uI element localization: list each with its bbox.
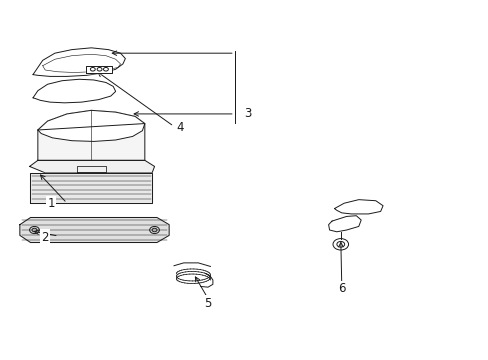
Polygon shape: [334, 200, 382, 214]
Text: 1: 1: [47, 197, 55, 211]
Text: 6: 6: [337, 283, 345, 296]
Polygon shape: [86, 66, 112, 73]
Polygon shape: [30, 160, 154, 173]
Text: 3: 3: [244, 107, 251, 120]
Polygon shape: [20, 217, 169, 243]
Text: 5: 5: [204, 297, 211, 310]
Polygon shape: [33, 48, 125, 76]
Text: 2: 2: [41, 231, 49, 244]
Text: 4: 4: [176, 121, 183, 134]
Polygon shape: [38, 111, 144, 141]
Polygon shape: [33, 79, 116, 103]
Polygon shape: [328, 216, 361, 232]
Polygon shape: [38, 111, 144, 141]
Polygon shape: [38, 123, 144, 160]
Polygon shape: [30, 173, 152, 203]
